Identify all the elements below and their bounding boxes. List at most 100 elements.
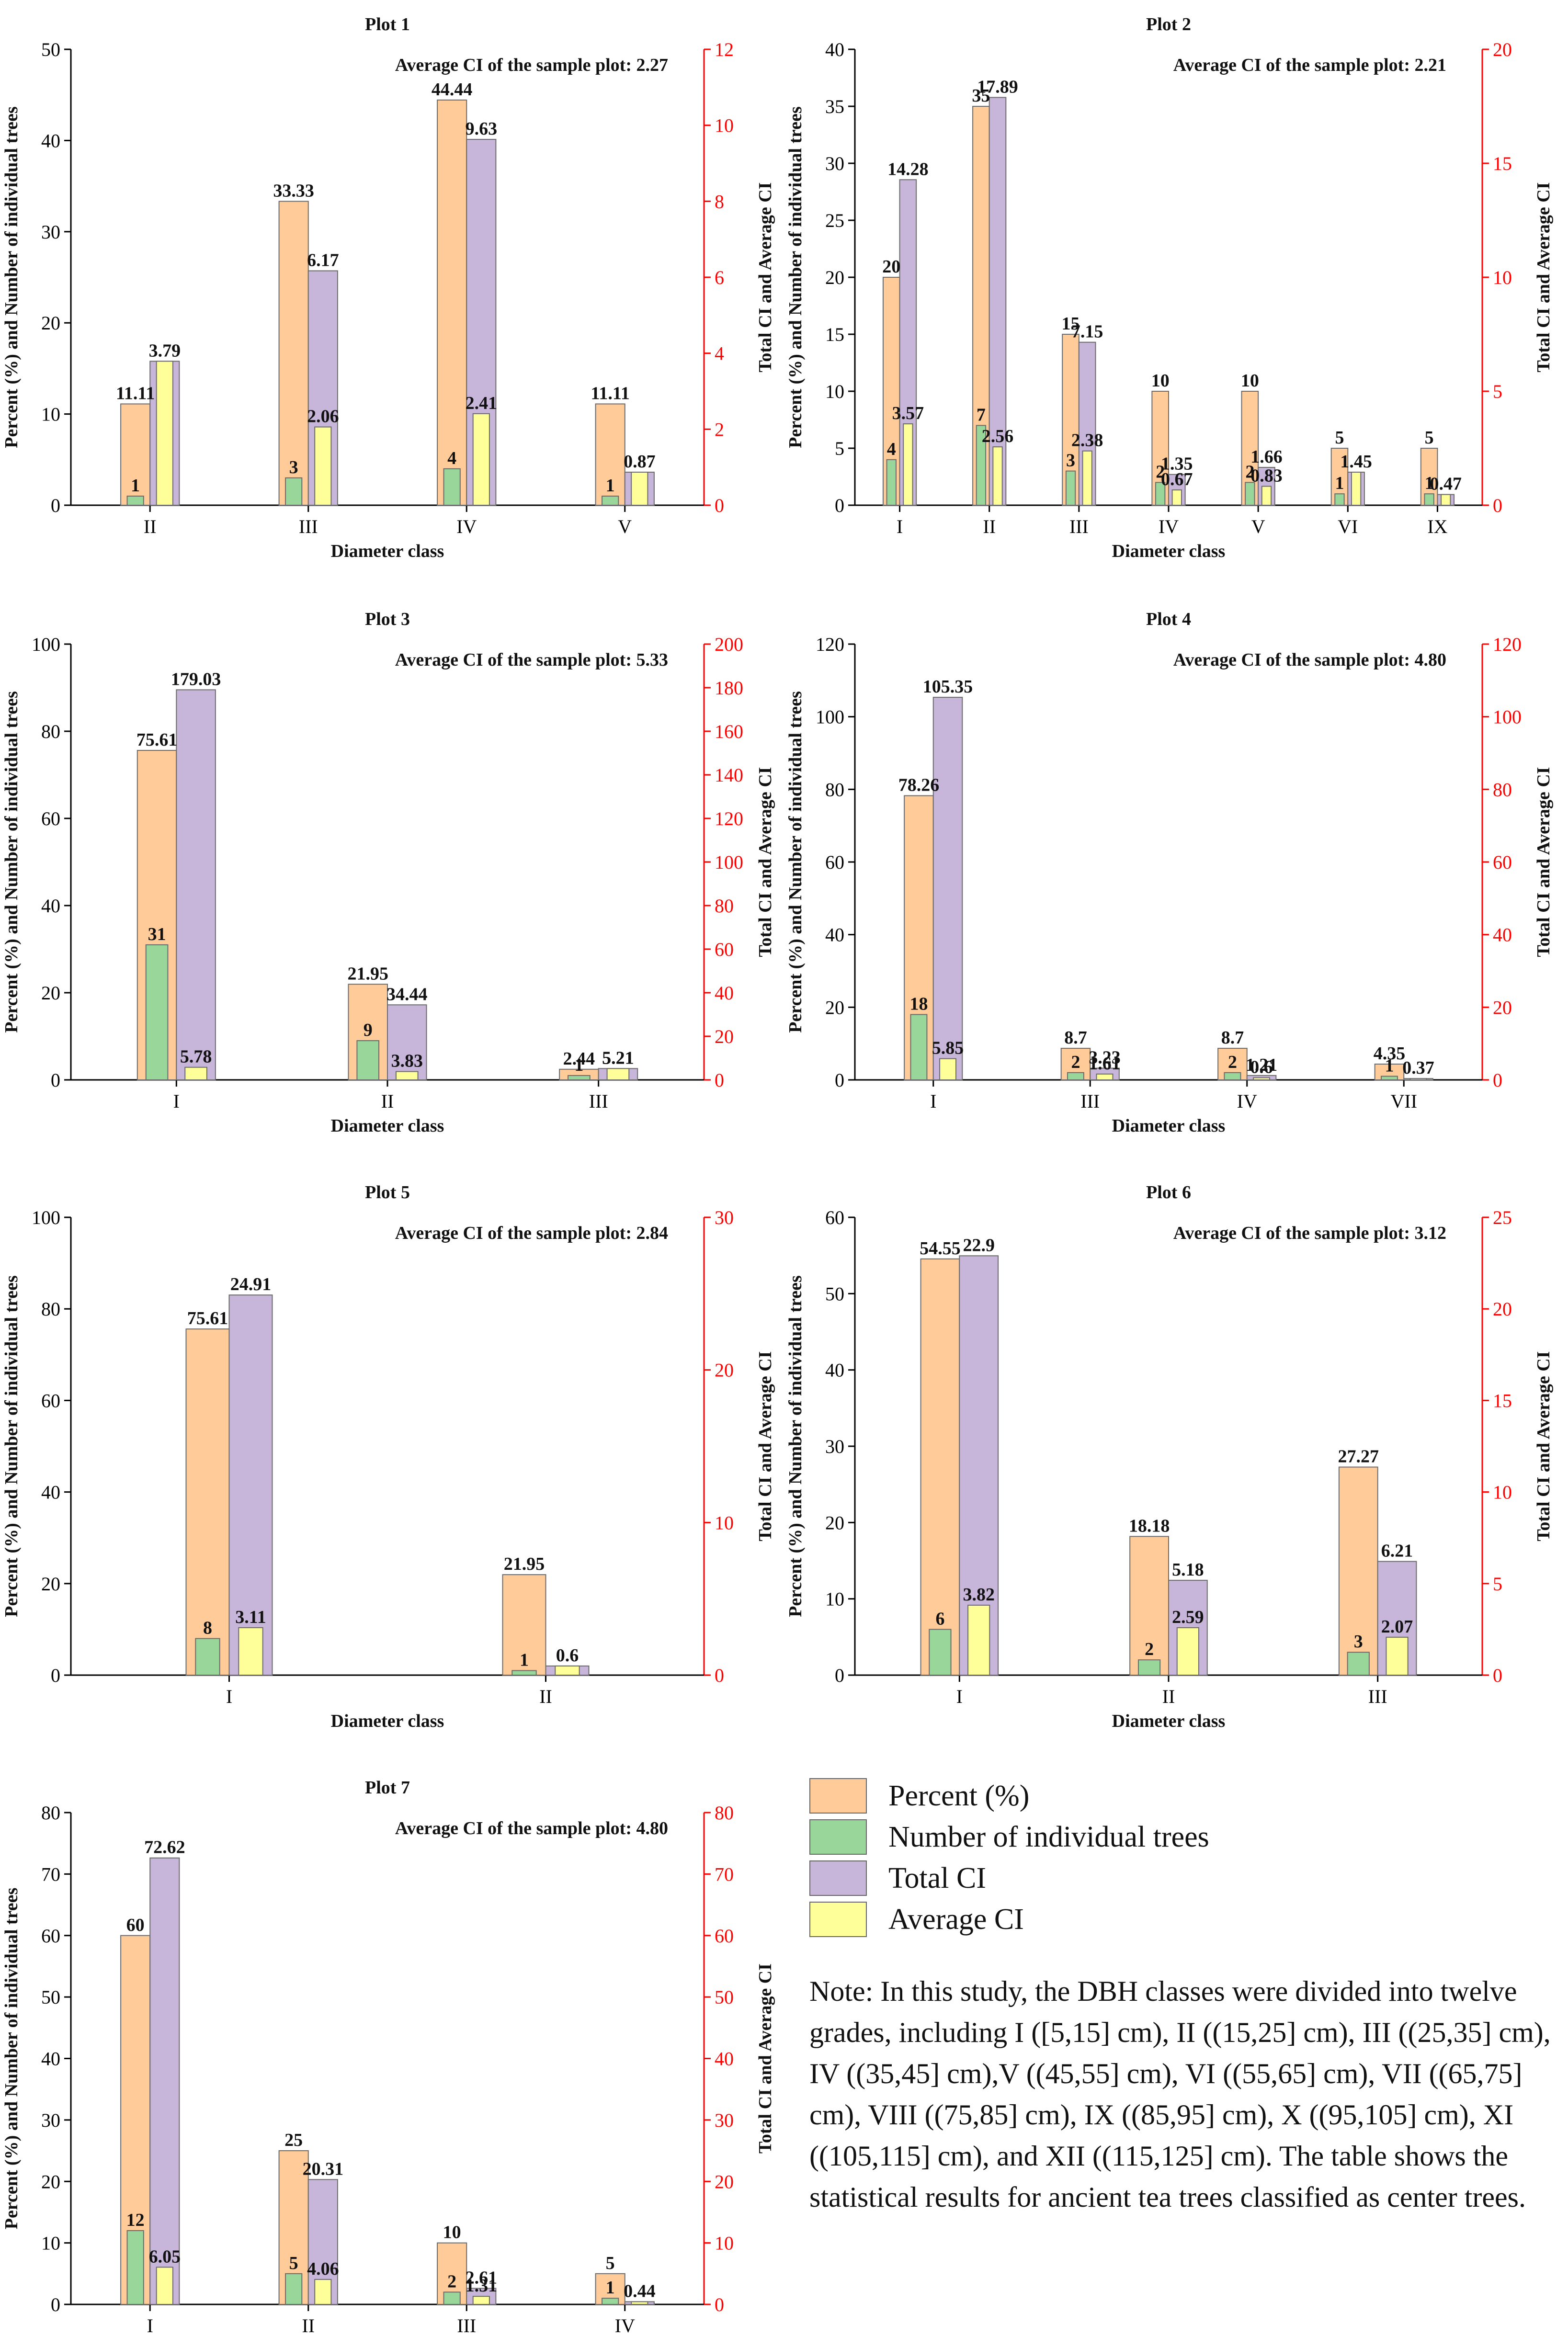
plot1-y-tick-label-right: 4 [715,343,724,364]
plot1-bar-average-ci [156,361,173,506]
plot1-bar-number [443,468,461,506]
plot5-data-label-total-ci: 24.91 [230,1274,272,1294]
plot1-y-tick-label-right: 2 [715,419,724,440]
plot3-data-label-percent: 21.95 [347,964,388,984]
plot2-bar-number [1065,470,1076,506]
plot1-bar-number [285,477,303,506]
plot2-y-tick-label-left: 30 [825,153,844,174]
plot4-bar-number [1380,1076,1398,1081]
plot1-title: Plot 1 [365,14,410,34]
plot3-y-tick-label-left: 100 [32,634,60,655]
plot6-data-label-total-ci: 6.21 [1381,1541,1413,1561]
plot5-y-tick-label-right: 20 [715,1360,734,1381]
plot4-x-tick-label: VII [1390,1090,1417,1112]
plot4-y-tick-label-left: 0 [835,1069,844,1091]
plot6-y-tick-label-right: 5 [1493,1573,1502,1595]
plot5-data-label-percent: 75.61 [187,1308,228,1328]
plot6-y-axis-right-title: Total CI and Average CI [1534,1351,1554,1542]
plot6-data-label-number: 2 [1145,1639,1154,1659]
plot4-bar-number [910,1014,928,1080]
plot1-y-tick-label-right: 10 [715,115,734,136]
plot1-annotation: Average CI of the sample plot: 2.27 [395,55,668,75]
plot7-data-label-total-ci: 0.44 [624,2281,656,2301]
plot2-y-axis-right-title: Total CI and Average CI [1534,182,1554,373]
plot4-y-tick-label-right: 100 [1493,706,1522,728]
plot1-y-tick-label-left: 30 [41,221,60,243]
plot1-y-tick-label-right: 8 [715,191,724,212]
plot7-y-tick-label-left: 60 [41,1925,60,1947]
plot1-x-axis-title: Diameter class [331,541,444,561]
plot4-y-tick-label-left: 40 [825,924,844,946]
plot6-y-tick-label-right: 10 [1493,1482,1512,1503]
plot2-data-label-percent: 35 [972,86,990,106]
plot7-y-tick-label-right: 30 [715,2109,734,2131]
plot3-y-tick-label-right: 100 [715,851,743,873]
plot5-y-tick-label-right: 10 [715,1512,734,1533]
plot2-bar-number [976,425,987,506]
plot6-x-tick-label: II [1162,1686,1175,1707]
plot7-y-tick-label-left: 70 [41,1863,60,1885]
plot3-y-tick-label-left: 40 [41,895,60,917]
plot7-y-tick-label-right: 10 [715,2233,734,2254]
plot2-data-label-number: 4 [887,439,896,459]
plot2-y-tick-label-left: 10 [825,381,844,402]
plot3-y-tick-label-right: 40 [715,982,734,1004]
plot3-data-label-average-ci: 3.83 [391,1051,423,1071]
plot7-bar-number [126,2230,144,2305]
plot1-y-tick-label-right: 12 [715,39,734,60]
plot3-bar-number [356,1040,380,1081]
plot2-data-label-average-ci: 2.56 [982,426,1014,446]
plot7-y-tick-label-right: 0 [715,2294,724,2315]
plot5-y-axis-left-title: Percent (%) and Number of individual tre… [1,1275,22,1617]
plot3-data-label-total-ci: 179.03 [171,669,221,689]
plot3-y-axis-right-title: Total CI and Average CI [755,767,775,957]
plot2-x-tick-label: V [1251,516,1265,537]
plot4-y-tick-label-left: 80 [825,779,844,800]
plot4-bar-average-ci [1409,1078,1427,1080]
plot7-bar-number [285,2273,303,2305]
plot1-y-tick-label-left: 10 [41,404,60,425]
plot3-y-tick-label-left: 80 [41,721,60,742]
plot4-data-label-number: 2 [1228,1052,1237,1072]
plot3-x-tick-label: I [173,1090,180,1112]
plot4-x-tick-label: I [930,1090,936,1112]
plot6-data-label-average-ci: 3.82 [963,1585,995,1605]
plot1-data-label-percent: 11.11 [591,383,630,403]
plot6-y-tick-label-right: 0 [1493,1665,1502,1686]
plot2-data-label-average-ci: 0.83 [1250,465,1283,486]
plot7-y-tick-label-right: 40 [715,2048,734,2070]
plot2-data-label-number: 2 [1245,462,1254,482]
plot2-bar-number [886,459,897,506]
legend-swatch-number [809,1819,867,1855]
plot4-y-axis-left-title: Percent (%) and Number of individual tre… [785,691,806,1033]
plot1-bar-average-ci [472,413,490,506]
plot2-data-label-average-ci: 0.67 [1161,469,1193,489]
plot2-bar-average-ci [1351,471,1362,506]
plot2-x-tick-label: I [897,516,903,537]
plot6-title: Plot 6 [1146,1182,1191,1202]
plot5-bar-average-ci [555,1665,580,1676]
plot2-x-tick-label: III [1069,516,1089,537]
plot6-y-tick-label-right: 25 [1493,1207,1512,1228]
plot1-y-tick-label-left: 20 [41,312,60,334]
plot7-data-label-percent: 10 [443,2223,461,2243]
plot2-y-tick-label-right: 15 [1493,153,1512,174]
plot2-data-label-percent: 10 [1151,371,1170,391]
plot7-y-axis-left-title: Percent (%) and Number of individual tre… [1,1888,22,2230]
plot3-x-tick-label: II [381,1090,394,1112]
plot3-bar-average-ci [184,1066,207,1080]
plot6-data-label-average-ci: 2.07 [1381,1617,1413,1637]
plot3-data-label-average-ci: 5.78 [180,1047,212,1067]
plot1-y-tick-label-left: 50 [41,39,60,60]
plot7-x-tick-label: II [302,2315,315,2334]
plot4-bar-average-ci [1253,1077,1271,1080]
plot3-bar-total-ci [387,1004,427,1081]
plot6-y-tick-label-left: 0 [835,1665,844,1686]
plot1-y-tick-label-left: 40 [41,130,60,151]
plot2-bar-number [1424,493,1434,506]
plot3-title: Plot 3 [365,609,410,629]
legend-swatch-percent [809,1778,867,1814]
plot1-bar-percent [437,99,467,506]
plot3-bar-average-ci [395,1071,419,1080]
plot7-bar-average-ci [314,2279,332,2305]
